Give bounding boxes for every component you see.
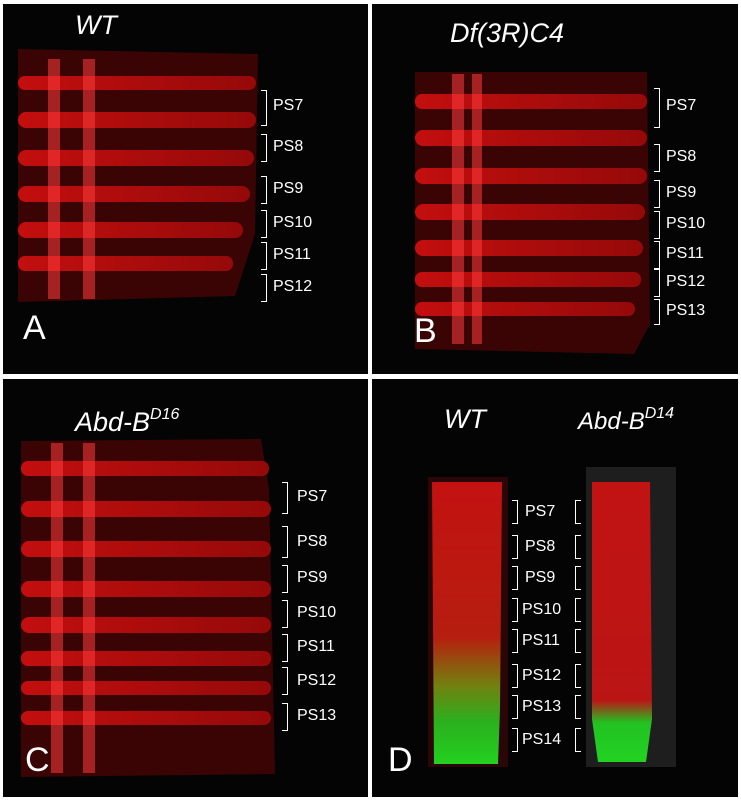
bracket — [575, 629, 581, 653]
panel-c-letter: C — [25, 741, 50, 779]
segment-label: PS7 — [525, 503, 556, 520]
panel-a: WT A PS7 PS8 PS9 PS10 PS11 PS12 — [3, 4, 368, 374]
bracket — [575, 566, 581, 590]
panel-d-title-right: Abd-BD14 — [578, 405, 675, 436]
segment-label: PS14 — [522, 731, 562, 748]
segment-label: PS7 — [666, 97, 697, 114]
bracket — [512, 566, 518, 590]
bracket — [575, 695, 581, 719]
segment-label: PS7 — [273, 97, 304, 114]
bracket — [575, 535, 581, 559]
segment-label: PS10 — [273, 214, 313, 231]
panel-d-title-right-base: Abd-B — [578, 408, 645, 435]
bracket — [282, 703, 288, 731]
panel-a-letter: A — [23, 309, 46, 347]
panel-b: Df(3R)C4 B PS7 PS8 PS9 PS10 PS11 PS12 PS… — [372, 4, 738, 374]
segment-label: PS9 — [525, 569, 556, 586]
bracket — [261, 134, 267, 162]
bracket — [512, 664, 518, 688]
panel-c: Abd-BD16 C PS7 PS8 PS9 PS10 PS11 PS12 PS… — [3, 379, 368, 797]
bracket — [512, 535, 518, 559]
panel-d-title-right-sup: D14 — [644, 405, 675, 422]
bracket — [654, 211, 660, 239]
segment-label: PS12 — [666, 273, 706, 290]
panel-c-title: Abd-BD16 — [75, 406, 180, 438]
segment-label: PS11 — [273, 246, 311, 263]
bracket — [282, 482, 288, 514]
segment-label: PS13 — [666, 302, 706, 319]
panel-c-title-sup: D16 — [150, 406, 180, 423]
bracket — [282, 526, 288, 558]
panel-d: WT Abd-BD14 D PS7 PS8 PS9 PS10 PS11 PS12… — [372, 379, 738, 797]
segment-label: PS10 — [522, 601, 562, 618]
bracket — [261, 90, 267, 126]
segment-label: PS12 — [273, 278, 313, 295]
bracket — [261, 176, 267, 204]
panel-c-title-base: Abd-B — [75, 407, 151, 437]
segment-label: PS7 — [297, 488, 328, 505]
panel-b-letter: B — [414, 312, 437, 350]
bracket — [654, 269, 660, 297]
segment-label: PS8 — [297, 533, 328, 550]
segment-label: PS12 — [522, 667, 562, 684]
segment-label: PS8 — [666, 148, 697, 165]
bracket — [654, 180, 660, 208]
bracket — [512, 500, 518, 524]
embryo-image-c — [21, 439, 275, 777]
segment-label: PS8 — [525, 538, 556, 555]
bracket — [512, 695, 518, 719]
panel-b-title: Df(3R)C4 — [450, 18, 565, 48]
bracket — [575, 500, 581, 524]
panel-a-title: WT — [75, 10, 117, 40]
bracket — [282, 600, 288, 628]
segment-label: PS11 — [666, 245, 704, 262]
bracket — [512, 598, 518, 622]
bracket — [282, 634, 288, 662]
segment-label: PS11 — [522, 632, 560, 649]
bracket — [575, 664, 581, 688]
bracket — [575, 728, 581, 752]
segment-label: PS9 — [666, 184, 697, 201]
bracket — [282, 565, 288, 593]
segment-label: PS12 — [297, 672, 337, 689]
segment-label: PS10 — [666, 215, 706, 232]
segment-label: PS8 — [273, 138, 304, 155]
segment-label: PS13 — [522, 698, 562, 715]
bracket — [575, 598, 581, 622]
bracket — [261, 274, 267, 302]
panel-d-letter: D — [388, 741, 413, 779]
embryo-image-d — [428, 467, 676, 767]
embryo-image-a — [18, 49, 258, 302]
panel-d-title-left: WT — [444, 404, 486, 434]
segment-label: PS9 — [273, 180, 304, 197]
bracket — [261, 210, 267, 238]
bracket — [512, 728, 518, 752]
bracket — [261, 242, 267, 270]
bracket — [654, 299, 660, 325]
segment-label: PS13 — [297, 707, 337, 724]
bracket — [654, 241, 660, 269]
segment-label: PS10 — [297, 604, 337, 621]
bracket — [512, 629, 518, 653]
embryo-image-b — [415, 72, 650, 354]
bracket — [282, 667, 288, 695]
bracket — [654, 144, 660, 172]
segment-label: PS11 — [297, 638, 335, 655]
bracket — [654, 88, 660, 128]
segment-label: PS9 — [297, 569, 328, 586]
